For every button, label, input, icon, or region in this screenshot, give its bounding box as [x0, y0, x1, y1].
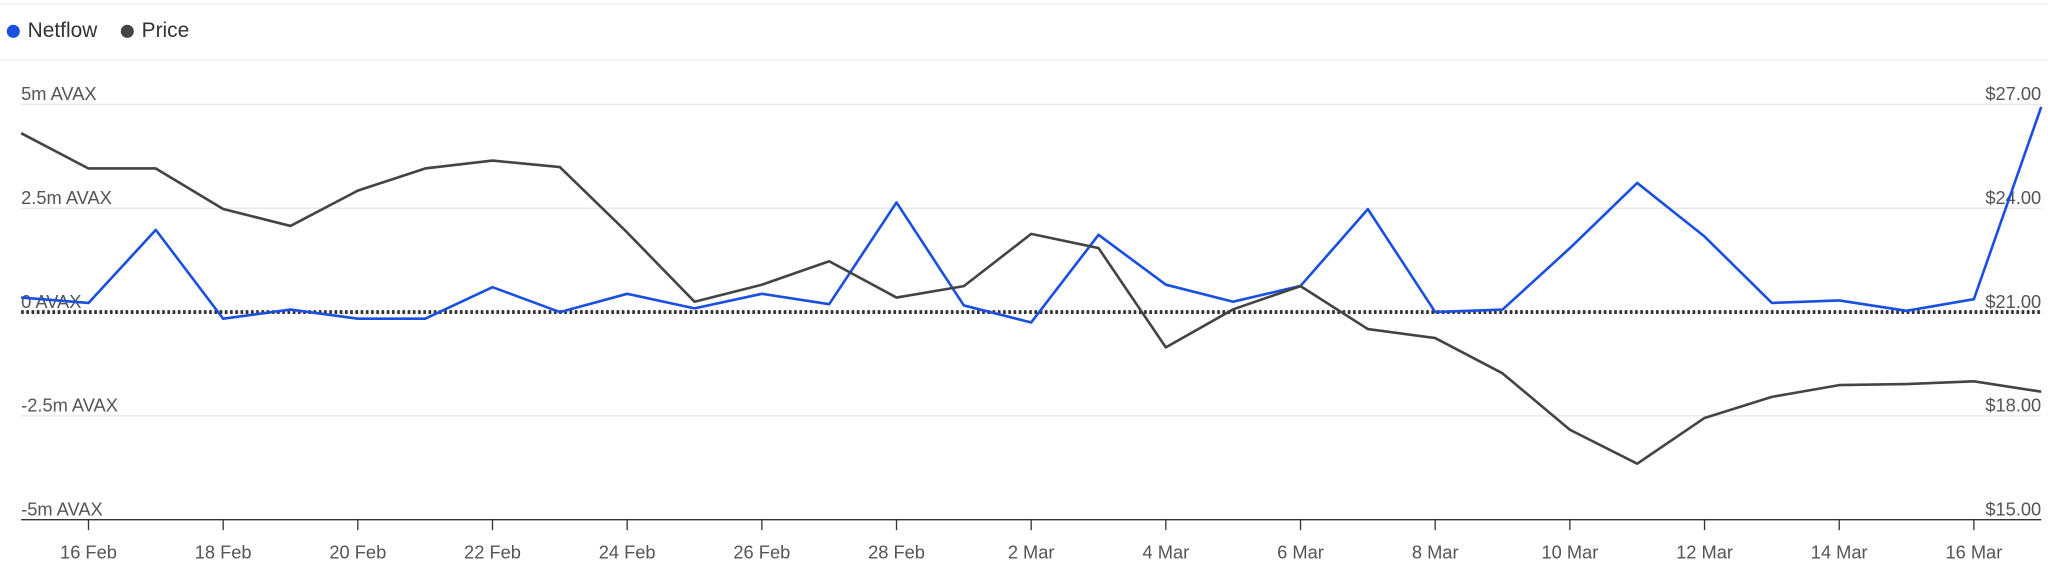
x-tick-label: 18 Feb — [195, 541, 252, 562]
legend-label: Price — [142, 19, 190, 42]
y-tick-label: 5m AVAX — [21, 83, 96, 104]
series-line — [20, 132, 2042, 465]
x-tick-label: 12 Mar — [1676, 541, 1733, 562]
x-tick-label: 14 Mar — [1811, 541, 1868, 562]
y2-tick-label: $27.00 — [1985, 83, 2041, 104]
x-tick-label: 10 Mar — [1541, 541, 1598, 562]
x-tick-label: 26 Feb — [733, 541, 790, 562]
x-tick-label: 20 Feb — [329, 541, 386, 562]
x-tick-label: 22 Feb — [464, 541, 521, 562]
x-tick-label: 6 Mar — [1277, 541, 1324, 562]
series-line — [21, 106, 2043, 324]
y2-tick-label: $21.00 — [1985, 291, 2041, 312]
x-tick-label: 8 Mar — [1412, 541, 1459, 562]
y2-tick-label: $18.00 — [1985, 395, 2041, 416]
x-tick-label: 24 Feb — [599, 541, 656, 562]
legend: Netflow Price — [6, 19, 190, 42]
legend-label: Netflow — [28, 19, 99, 42]
y-tick-label: -2.5m AVAX — [21, 395, 118, 416]
y2-tick-label: $15.00 — [1985, 498, 2041, 519]
legend-marker — [6, 24, 20, 38]
x-tick-label: 16 Mar — [1945, 541, 2002, 562]
x-tick-label: 28 Feb — [868, 541, 925, 562]
x-tick-label: 2 Mar — [1008, 541, 1055, 562]
y-tick-label: -5m AVAX — [21, 498, 103, 519]
x-tick-label: 4 Mar — [1143, 541, 1190, 562]
y-tick-label: 2.5m AVAX — [21, 187, 112, 208]
legend-marker — [120, 24, 134, 38]
x-tick-label: 16 Feb — [60, 541, 117, 562]
y2-tick-label: $24.00 — [1985, 187, 2041, 208]
